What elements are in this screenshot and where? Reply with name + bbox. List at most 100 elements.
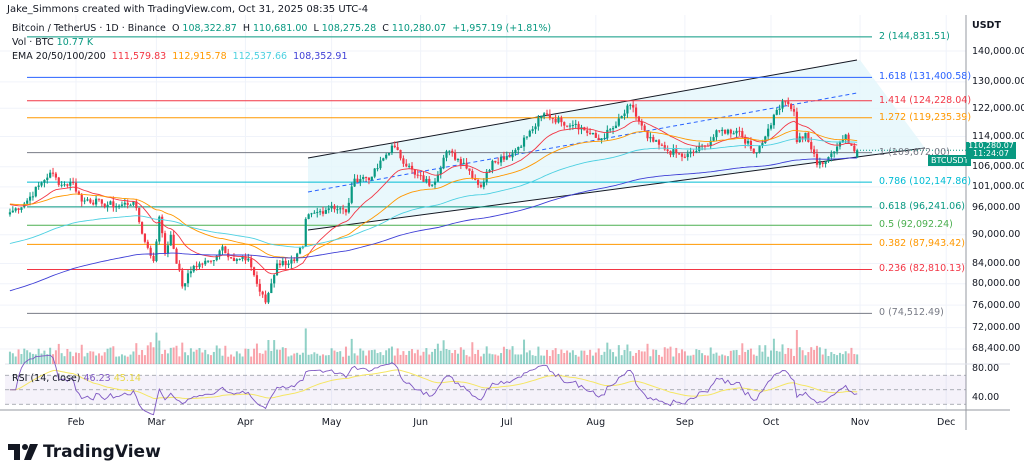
volume-bar [844,351,847,364]
candle [726,129,730,134]
volume-label[interactable]: Vol · BTC [12,37,54,48]
candle [198,263,201,268]
symbol-title[interactable]: Bitcoin / TetherUS · 1D · Binance [12,23,166,34]
volume-bar [106,348,109,364]
time-tick: Feb [67,417,85,428]
volume-bar [95,355,98,364]
candle [459,159,462,165]
volume-bar [224,345,227,364]
volume-bar [296,352,299,364]
volume-bar [370,350,373,364]
candle [293,259,296,262]
candle [577,123,580,130]
low-value: 108,275.28 [321,23,377,34]
high-value: 110,681.00 [253,23,308,34]
fib-level-label: 0.236 (82,810.13) [879,263,965,275]
volume-bar [264,350,267,364]
volume-bar [795,329,798,364]
candle [689,151,692,154]
candle [373,168,376,177]
volume-bar [187,355,190,364]
candle [46,177,49,181]
candle [804,132,807,139]
volume-bar [436,343,439,364]
volume-bar [353,353,356,364]
currency-label[interactable]: USDT [972,20,1001,31]
candle [807,132,810,142]
volume-bar [735,349,738,364]
candle [497,162,500,164]
volume-bar [614,356,617,364]
channel-upper-line[interactable] [307,59,858,159]
candle [330,205,333,209]
volume-bar [629,351,632,364]
candle [270,283,273,294]
tradingview-logo[interactable]: TradingView [8,442,161,462]
volume-bar [14,356,17,364]
price-tick: 80,000.00 [972,278,1021,290]
volume-bar [787,347,790,364]
candle [534,126,537,130]
ema50-value: 112,915.78 [172,51,227,62]
volume-bar [138,354,141,364]
candle [146,241,149,248]
volume-bar [72,356,75,364]
rsi-tick: 80.00 [972,362,1000,374]
candle [632,104,635,108]
volume-bar [494,354,497,364]
candle [468,168,471,171]
volume-bar [726,356,729,364]
rsi-label[interactable]: RSI (14, close) [12,373,81,384]
volume-bar [640,351,643,364]
volume-bar [675,347,678,364]
volume-bar [388,348,391,364]
volume-bar [126,356,129,364]
candle [138,207,141,223]
volume-bar [477,349,480,364]
volume-bar [141,349,144,364]
fib-level-label: 1 (109,672.00) [879,146,950,158]
candle [284,260,287,266]
candle [451,150,454,153]
volume-bar [63,356,66,364]
candle [204,260,207,265]
channel-fill [308,60,925,230]
candle [97,198,101,200]
volume-bar [402,351,405,364]
candle [795,111,798,142]
volume-bar [517,354,520,364]
candle [419,175,422,177]
candle [364,177,368,179]
candle [695,150,698,153]
candle [551,118,554,120]
volume-bar [744,351,747,364]
candle [772,114,775,126]
volume-bar [523,339,526,364]
volume-bar [807,352,810,364]
candle [115,206,118,208]
volume-bar [261,353,264,364]
volume-bar [382,355,385,364]
candle [14,208,17,211]
volume-bar [365,355,368,364]
volume-bar [230,354,233,364]
volume-bar [166,353,169,364]
channel-lower-line[interactable] [307,147,926,231]
volume-bar [77,353,80,364]
candle [428,178,431,186]
candle [181,270,184,287]
volume-bar [451,353,454,364]
volume-bar [301,352,304,364]
candle [166,245,170,254]
time-tick: Mar [147,417,166,428]
volume-bar [86,352,89,364]
ema-label[interactable]: EMA 20/50/100/200 [12,51,106,62]
volume-bar [66,348,69,364]
candle [801,136,804,139]
candle [43,180,46,183]
candle [649,137,652,139]
volume-bar [589,349,592,364]
last-price-tag: 110,280.07 11:24:07 [966,141,1016,159]
candle [209,260,213,262]
